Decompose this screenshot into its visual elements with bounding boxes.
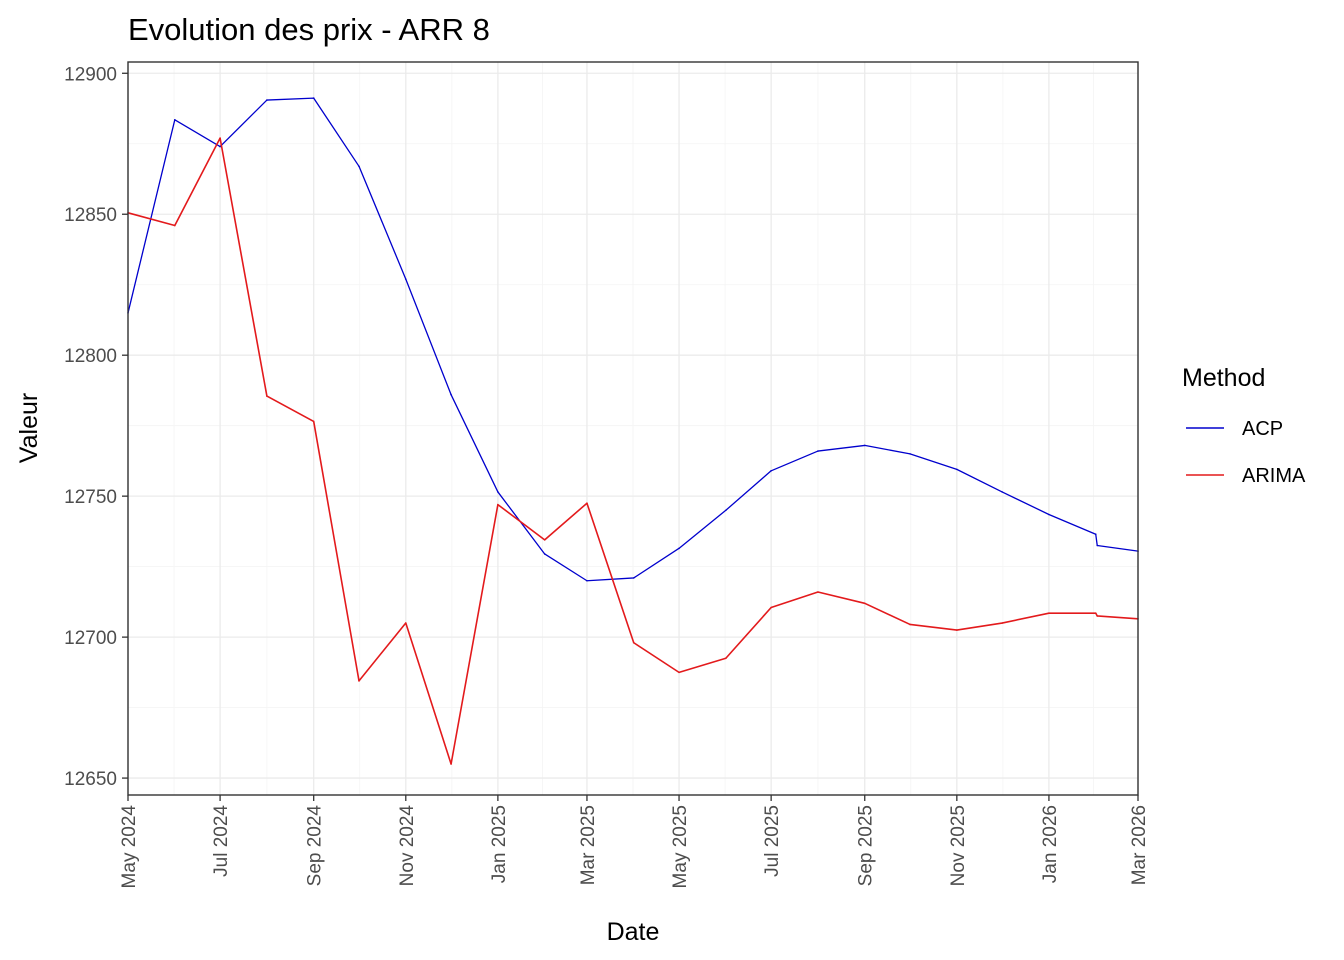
data-point-arima <box>863 602 866 605</box>
data-point-acp <box>358 165 360 168</box>
data-point-arima <box>219 137 221 139</box>
data-point-arima <box>543 539 546 541</box>
x-tick-label: Nov 2024 <box>397 805 418 887</box>
data-point-acp <box>863 444 866 447</box>
data-point-arima <box>497 503 499 506</box>
x-tick-label: Jan 2026 <box>1040 805 1061 883</box>
data-point-arima <box>1096 615 1099 617</box>
legend-title: Method <box>1182 364 1265 392</box>
data-point-acp <box>725 509 727 512</box>
y-axis-title: Valeur <box>15 393 43 463</box>
data-point-arima <box>909 623 911 626</box>
data-point-arima <box>1048 612 1050 614</box>
data-point-arima <box>586 502 588 505</box>
data-point-acp <box>450 393 452 396</box>
data-point-arima <box>632 641 635 644</box>
panel-border <box>127 61 1139 796</box>
series-line-acp <box>127 97 1139 582</box>
x-tick-label: May 2024 <box>119 805 140 889</box>
data-point-arima <box>1001 622 1003 624</box>
data-point-acp <box>632 577 635 579</box>
x-tick-label: May 2025 <box>670 805 691 888</box>
data-point-acp <box>312 97 315 99</box>
data-point-arima <box>1094 612 1097 614</box>
y-tick-label: 12750 <box>64 487 117 508</box>
data-point-acp <box>1001 491 1003 493</box>
legend-items: ACP ARIMA <box>1186 418 1306 487</box>
data-point-acp <box>678 547 680 550</box>
data-point-arima <box>312 420 315 423</box>
x-tick-label: Jul 2024 <box>211 805 232 877</box>
y-tick-label: 12850 <box>64 205 117 226</box>
legend-label-acp: ACP <box>1242 418 1283 440</box>
data-point-arima <box>358 680 360 682</box>
data-point-arima <box>266 395 268 397</box>
data-point-acp <box>543 553 546 555</box>
data-point-acp <box>956 468 958 471</box>
major-gridlines <box>127 62 1139 795</box>
x-tick-label: Mar 2025 <box>578 805 599 885</box>
x-axis: May 2024 Jul 2024 Sep 2024 Nov 2024 Jan 2025… <box>119 795 1150 888</box>
data-point-acp <box>266 99 268 101</box>
legend-label-arima: ARIMA <box>1242 465 1306 487</box>
data-point-acp <box>174 118 176 121</box>
minor-gridlines <box>128 62 1138 795</box>
data-point-arima <box>404 622 407 624</box>
y-axis: 12650 12700 12750 12800 12850 12900 <box>64 64 128 790</box>
data-point-arima <box>450 763 452 765</box>
data-point-acp <box>909 453 911 455</box>
data-point-arima <box>678 671 680 674</box>
y-tick-label: 12900 <box>64 64 117 85</box>
x-tick-label: Jan 2025 <box>489 805 510 883</box>
data-point-arima <box>770 606 772 609</box>
x-tick-label: Nov 2025 <box>948 805 969 886</box>
data-point-arima <box>956 629 958 631</box>
y-tick-label: 12700 <box>64 628 117 649</box>
chart-title: Evolution des prix - ARR 8 <box>128 12 490 47</box>
data-point-acp <box>404 278 407 280</box>
data-point-acp <box>1094 533 1097 536</box>
x-tick-label: Mar 2026 <box>1129 805 1150 885</box>
legend: Method ACP ARIMA <box>1182 364 1306 487</box>
data-point-acp <box>770 469 772 472</box>
y-tick-label: 12800 <box>64 346 117 367</box>
data-point-acp <box>1048 513 1050 516</box>
data-point-arima <box>725 657 727 660</box>
x-axis-title: Date <box>607 918 660 946</box>
series-line-arima <box>127 137 1139 765</box>
x-tick-label: Sep 2024 <box>305 805 326 887</box>
data-point-acp <box>586 579 588 582</box>
data-point-acp <box>1096 544 1099 547</box>
y-tick-label: 12650 <box>64 769 117 790</box>
data-point-arima <box>817 591 819 593</box>
x-tick-label: Jul 2025 <box>762 805 783 877</box>
data-point-arima <box>174 224 176 227</box>
data-point-acp <box>817 450 819 452</box>
data-point-acp <box>497 491 499 493</box>
data-point-acp <box>219 145 221 148</box>
x-tick-label: Sep 2025 <box>856 805 877 886</box>
